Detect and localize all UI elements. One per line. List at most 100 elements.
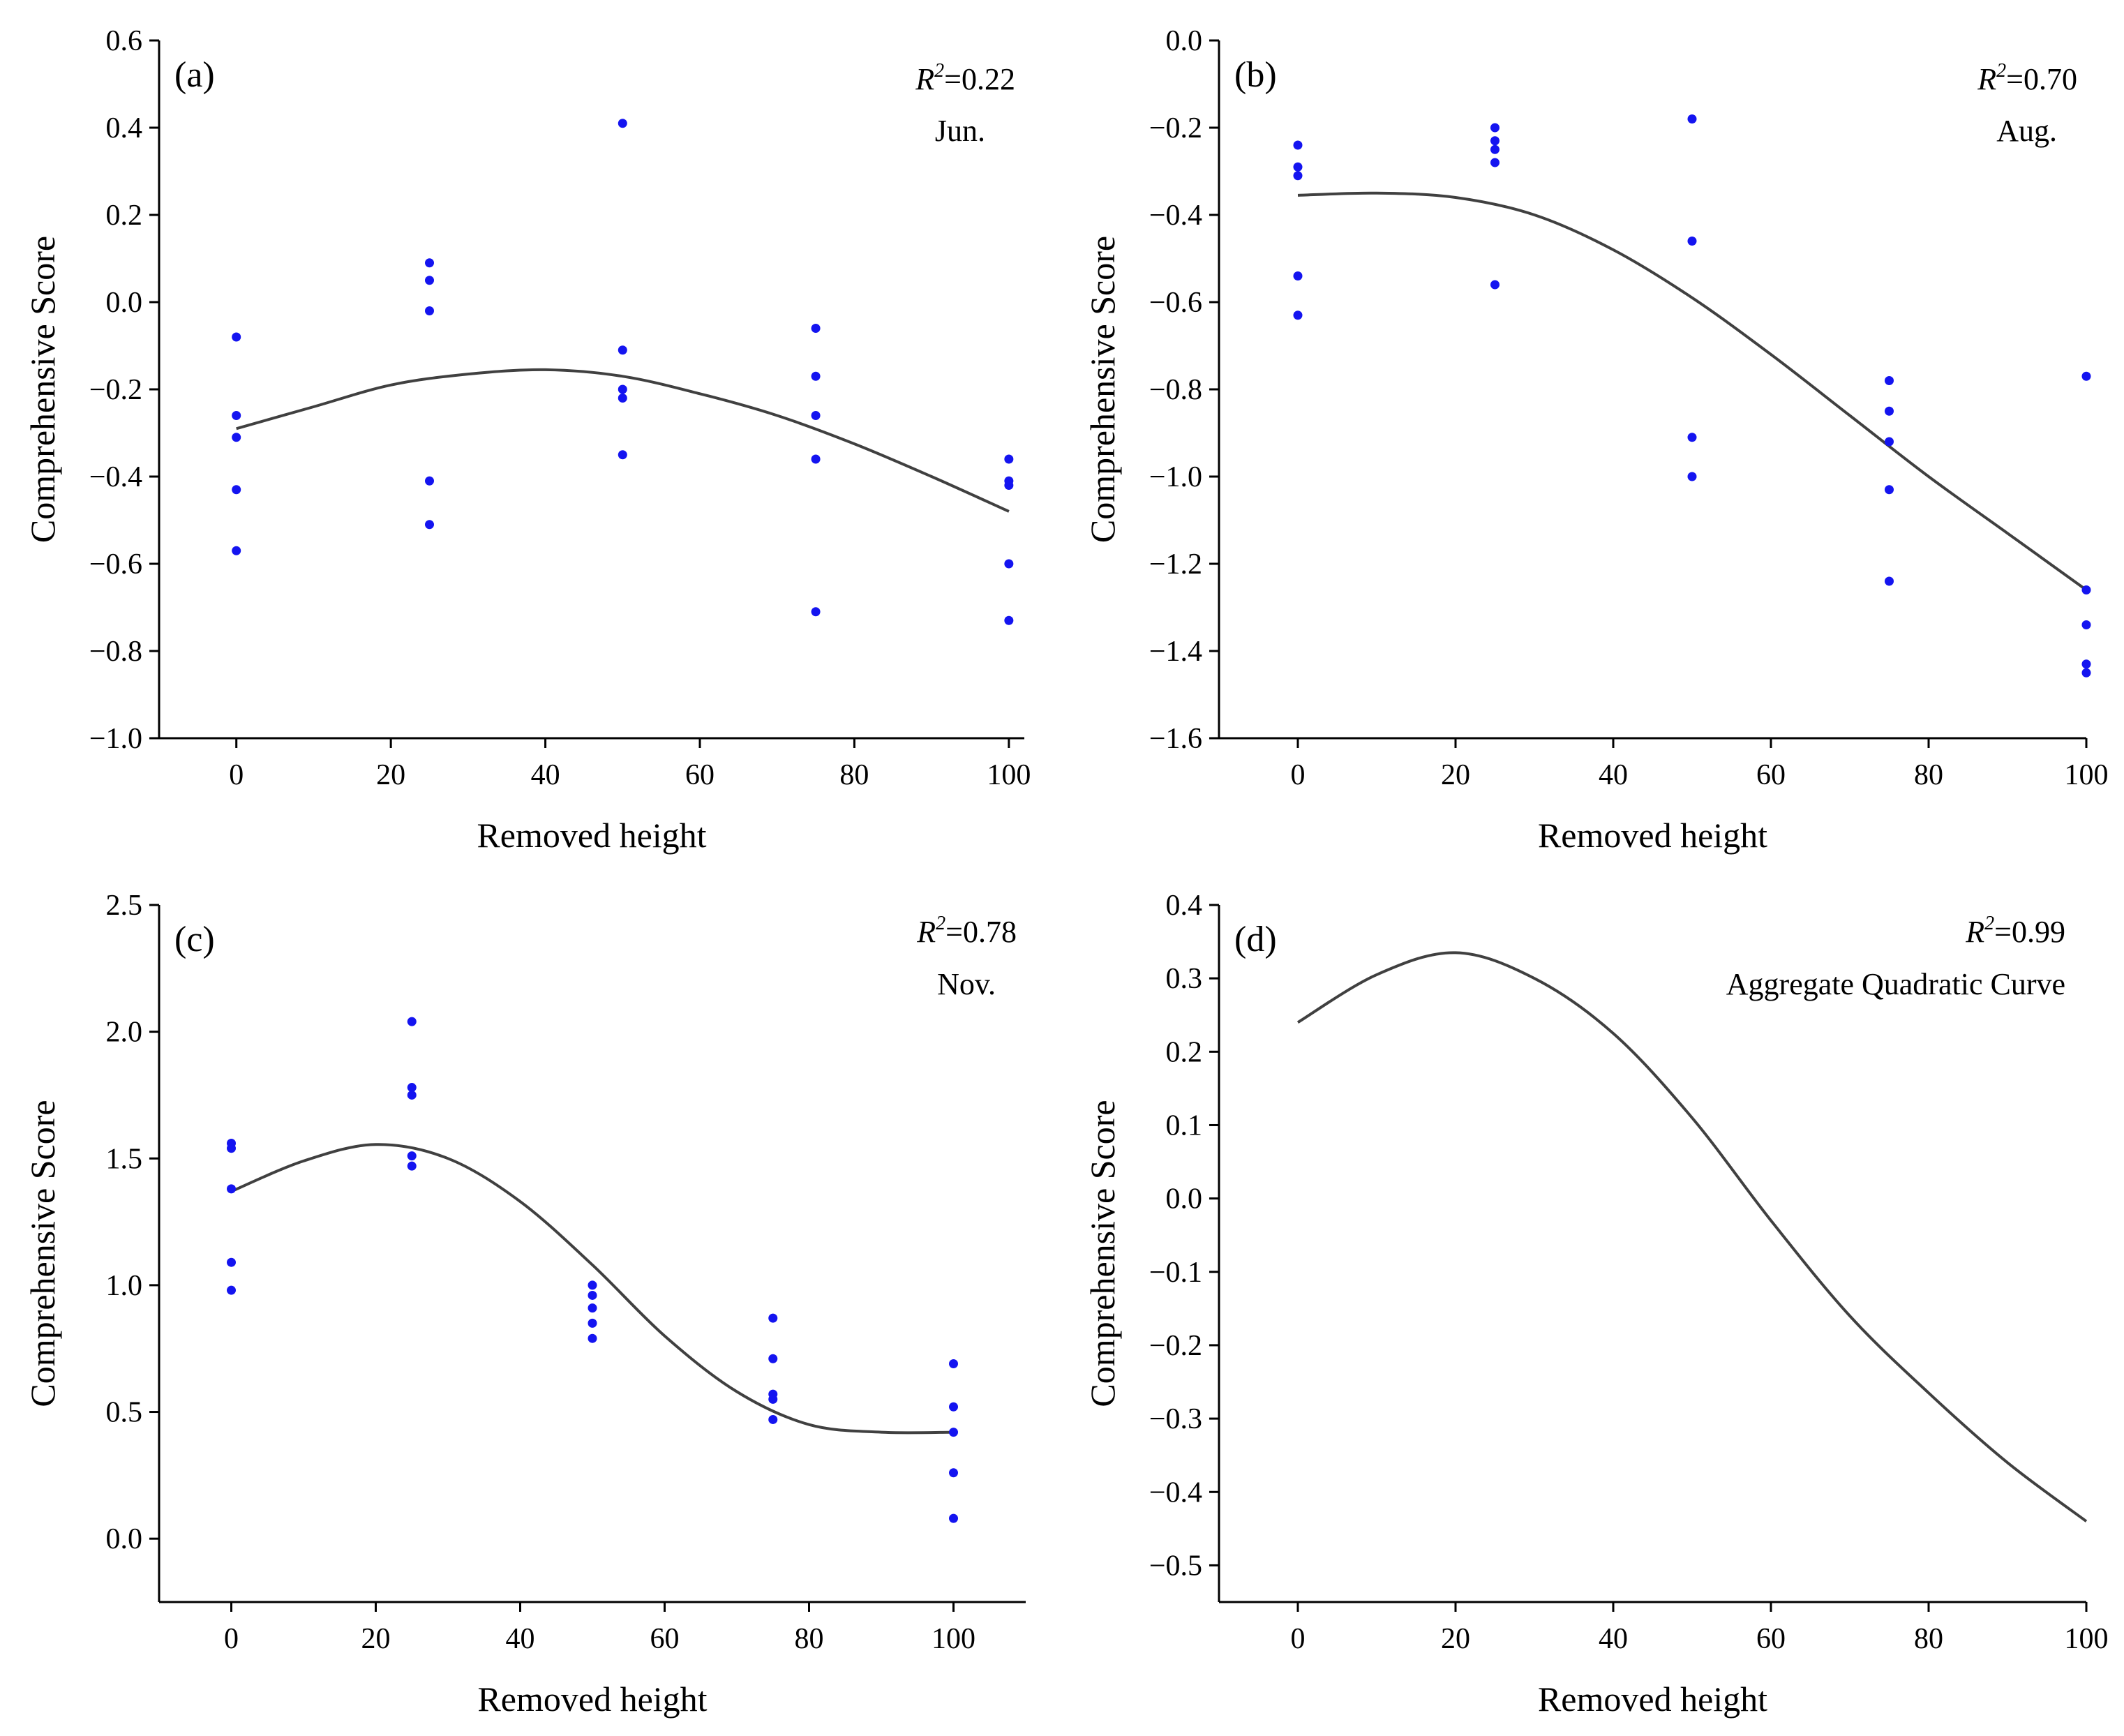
y-tick-label: 0.2: [1166, 1036, 1203, 1068]
y-tick-label: −0.8: [89, 636, 142, 668]
data-point: [2081, 371, 2091, 381]
y-tick-label: 0.1: [1166, 1109, 1203, 1142]
y-tick-label: −0.6: [1149, 287, 1202, 319]
data-point: [588, 1303, 597, 1313]
x-axis-title: Removed height: [477, 1679, 707, 1719]
x-tick-label: 60: [1756, 1623, 1786, 1655]
x-tick-label: 20: [376, 759, 405, 791]
data-point: [588, 1318, 597, 1328]
y-tick-label: −1.0: [89, 723, 142, 755]
data-point: [811, 454, 821, 464]
chart-panel: 0.0 −0.2 −0.4 −0.6 −0.8 −1.0 −1.2 −1.4 −1.6 0 20 40…: [1083, 25, 2109, 855]
data-point: [2081, 585, 2091, 594]
data-point: [1490, 144, 1499, 154]
data-point: [949, 1428, 958, 1437]
data-point: [811, 324, 821, 333]
x-tick-label: 80: [839, 759, 869, 791]
y-tick-label: 1.0: [106, 1270, 143, 1302]
x-tick-label: 100: [2065, 1623, 2109, 1655]
x-tick-label: 40: [506, 1623, 535, 1655]
y-tick-label: −0.5: [1149, 1550, 1202, 1582]
data-point: [1885, 485, 1894, 495]
panel-label: (a): [174, 55, 215, 95]
x-tick-label: 60: [685, 759, 715, 791]
data-point: [2081, 659, 2091, 669]
x-tick-label: 0: [229, 759, 244, 791]
data-point: [232, 485, 241, 495]
y-tick-label: 0.4: [1166, 890, 1203, 922]
data-point: [425, 306, 434, 315]
data-point: [2081, 620, 2091, 629]
data-point: [232, 546, 241, 555]
data-point: [588, 1290, 597, 1300]
x-tick-label: 100: [987, 759, 1031, 791]
y-tick-label: −0.2: [1149, 112, 1202, 144]
y-tick-label: 2.5: [106, 890, 143, 922]
data-point: [811, 411, 821, 420]
data-point: [425, 476, 434, 486]
x-axis-title: Removed height: [477, 816, 706, 855]
x-tick-label: 40: [1599, 759, 1628, 791]
y-tick-label: −0.3: [1149, 1403, 1202, 1435]
y-tick-label: −0.2: [1149, 1330, 1202, 1362]
data-point: [1490, 123, 1499, 133]
data-point: [949, 1468, 958, 1478]
fit-curve: [1296, 951, 2088, 1522]
data-point: [811, 607, 821, 617]
data-point: [768, 1354, 778, 1363]
data-point: [232, 332, 241, 342]
data-point: [407, 1161, 417, 1171]
x-tick-label: 20: [1441, 1623, 1470, 1655]
data-point: [1687, 472, 1697, 481]
y-axis-title: Comprehensive Score: [1083, 236, 1122, 543]
x-axis-title: Removed height: [1538, 1679, 1767, 1719]
x-axis-title: Removed height: [1538, 816, 1767, 855]
chart-panel: 2.5 2.0 1.5 1.0 0.5 0.0 0 20 40 60 80 100 Removed he…: [23, 890, 1026, 1719]
y-tick-label: 0.0: [106, 1523, 143, 1555]
data-point: [232, 433, 241, 442]
panel-label: (b): [1234, 55, 1277, 95]
x-tick-label: 60: [650, 1623, 680, 1655]
data-point: [768, 1414, 778, 1424]
data-point: [2081, 668, 2091, 678]
data-point: [1004, 481, 1014, 490]
x-tick-label: 100: [2065, 759, 2109, 791]
r2-annotation: R2=0.99: [1965, 913, 2065, 949]
data-point: [1004, 559, 1014, 569]
data-point: [618, 384, 627, 394]
data-point: [232, 411, 241, 420]
x-tick-label: 100: [932, 1623, 975, 1655]
y-axis-title: Comprehensive Score: [23, 236, 62, 543]
y-tick-label: 0.0: [106, 287, 143, 319]
data-point: [1885, 437, 1894, 447]
y-tick-label: −0.4: [89, 461, 142, 493]
x-tick-label: 80: [1914, 759, 1943, 791]
panel-label: (c): [174, 920, 215, 959]
data-point: [618, 394, 627, 403]
x-tick-label: 20: [1441, 759, 1470, 791]
y-axis-title: Comprehensive Score: [1083, 1100, 1122, 1407]
y-tick-label: 0.2: [106, 200, 143, 232]
data-point: [768, 1313, 778, 1323]
y-tick-label: −0.2: [89, 374, 142, 406]
data-point: [618, 119, 627, 128]
panel-annotation: Aggregate Quadratic Curve: [1726, 967, 2065, 1001]
fit-curve: [236, 368, 1010, 513]
data-point: [1293, 140, 1303, 150]
panel-annotation: Jun.: [935, 114, 985, 148]
r2-annotation: R2=0.78: [916, 913, 1017, 949]
data-point: [425, 520, 434, 530]
fit-curve: [1297, 191, 2088, 592]
y-tick-label: 0.6: [106, 25, 143, 57]
data-point: [1687, 114, 1697, 124]
y-axis-title: Comprehensive Score: [23, 1100, 62, 1407]
data-point: [588, 1280, 597, 1290]
x-tick-label: 40: [1599, 1623, 1628, 1655]
y-tick-label: 0.0: [1166, 25, 1203, 57]
y-tick-label: 0.4: [106, 112, 143, 144]
y-tick-label: −1.6: [1149, 723, 1202, 755]
data-point: [407, 1151, 417, 1161]
y-tick-label: −1.2: [1149, 548, 1202, 581]
x-tick-label: 40: [531, 759, 560, 791]
